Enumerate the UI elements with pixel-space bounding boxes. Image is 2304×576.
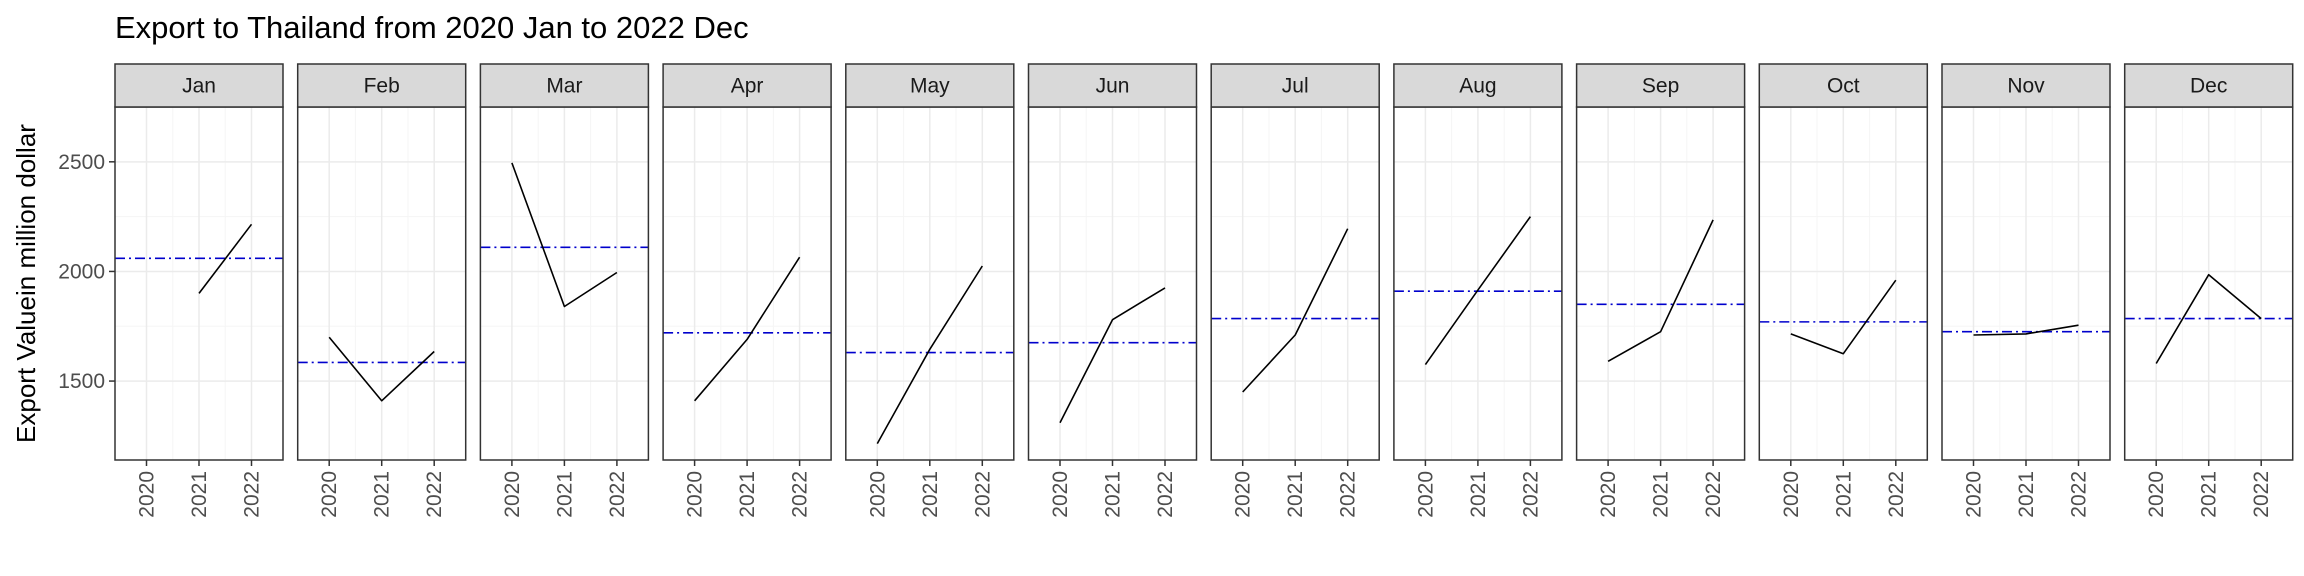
series-line (511, 162, 618, 308)
series-line (693, 256, 801, 402)
x-tick-label: 2022 (789, 471, 812, 518)
x-tick-label: 2020 (684, 471, 707, 518)
x-tick-label: 2022 (423, 471, 446, 518)
x-tick-label: 2020 (136, 471, 159, 518)
facet-panel-mar: Mar 2020 2021 2022 (479, 63, 650, 518)
x-tick-label: 2021 (188, 471, 211, 518)
y-tick-label: 1500 (58, 370, 105, 393)
facet-panel-oct: Oct 2020 2021 2022 (1758, 63, 1929, 518)
x-tick-label: 2020 (501, 471, 524, 518)
facet-strip (662, 63, 832, 108)
x-tick-label: 2021 (1467, 471, 1490, 518)
x-tick-label: 2021 (2198, 471, 2221, 518)
facet-strip-label: Feb (364, 75, 400, 98)
facet-strip-label: Sep (1642, 75, 1679, 98)
facet-panel-feb: Feb 2020 2021 2022 (296, 63, 467, 518)
x-tick-label: 2020 (318, 471, 341, 518)
series-line (1424, 216, 1532, 366)
series-line (1607, 219, 1714, 362)
x-tick-label: 2022 (1337, 471, 1360, 518)
series-line (1059, 287, 1166, 424)
facet-panel-nov: Nov 2020 2021 2022 (1941, 63, 2111, 518)
x-tick-label: 2020 (866, 471, 889, 518)
facet-panel-jan: Jan 2020 2021 2022 (114, 63, 284, 518)
facet-strip-label: Jan (182, 75, 216, 98)
x-tick-label: 2021 (1650, 471, 1673, 518)
facet-panel-jun: Jun 2020 2021 2022 (1027, 63, 1198, 518)
series-line (1973, 324, 2079, 336)
x-tick-label: 2021 (919, 471, 942, 518)
facet-panel-sep: Sep 2020 2021 2022 (1575, 63, 1746, 518)
x-tick-label: 2020 (1597, 471, 1620, 518)
x-tick-label: 2021 (553, 471, 576, 518)
facet-panel-jul: Jul 2020 2021 2022 (1210, 63, 1380, 518)
x-tick-label: 2021 (736, 471, 759, 518)
x-tick-label: 2022 (1519, 471, 1542, 518)
x-tick-label: 2022 (606, 471, 629, 518)
facet-strip-label: Dec (2190, 75, 2227, 98)
series-line (198, 223, 253, 294)
x-tick-label: 2021 (371, 471, 394, 518)
facet-panel-apr: Apr 2020 2021 2022 (662, 63, 832, 518)
x-tick-label: 2022 (1702, 471, 1725, 518)
x-tick-label: 2021 (2015, 471, 2038, 518)
x-tick-label: 2022 (971, 471, 994, 518)
x-tick-label: 2020 (1414, 471, 1437, 518)
facet-strip (2123, 63, 2294, 108)
facet-strip (1575, 63, 1746, 108)
facet-strip (114, 63, 284, 108)
x-tick-label: 2022 (2250, 471, 2273, 518)
facet-strip-label: Apr (731, 75, 764, 98)
x-tick-label: 2022 (1154, 471, 1177, 518)
facet-strip-label: Jul (1282, 75, 1309, 98)
facet-strip (296, 63, 467, 108)
facet-strip-label: Oct (1827, 75, 1860, 98)
y-tick-label: 2500 (58, 151, 105, 174)
series-line (876, 265, 983, 444)
x-tick-label: 2021 (1284, 471, 1307, 518)
y-tick-label: 2000 (58, 260, 105, 283)
x-tick-label: 2021 (1832, 471, 1855, 518)
series-line (1790, 279, 1897, 355)
chart-title: Export to Thailand from 2020 Jan to 2022… (115, 10, 749, 45)
x-tick-label: 2020 (1780, 471, 1803, 518)
y-axis-title: Export Valuein million dollar (11, 124, 41, 443)
x-tick-label: 2022 (1885, 471, 1908, 518)
facet-panel-may: May 2020 2021 2022 (845, 63, 1015, 518)
series-line (1242, 228, 1349, 393)
series-line (2155, 273, 2262, 364)
facet-panel-aug: Aug 2020 2021 2022 (1393, 63, 1563, 518)
facet-strip-label: Mar (546, 75, 582, 98)
x-tick-label: 2020 (1963, 471, 1986, 518)
facet-panel-dec: Dec 2020 2021 2022 (2123, 63, 2294, 518)
x-tick-label: 2020 (2145, 471, 2168, 518)
facet-strip (1941, 63, 2111, 108)
facet-strip-label: May (910, 75, 950, 98)
x-tick-label: 2021 (1102, 471, 1125, 518)
x-tick-label: 2020 (1232, 471, 1255, 518)
series-line (328, 336, 435, 402)
facet-strip (1210, 63, 1380, 108)
x-tick-label: 2022 (241, 471, 264, 518)
facet-strip (1393, 63, 1563, 108)
facet-strip (479, 63, 650, 108)
facet-strip-label: Aug (1459, 75, 1496, 98)
facet-strip (845, 63, 1015, 108)
facet-strip-label: Nov (2007, 75, 2045, 98)
facet-strip-label: Jun (1096, 75, 1130, 98)
facet-strip (1758, 63, 1929, 108)
x-tick-label: 2022 (2068, 471, 2091, 518)
x-tick-label: 2020 (1049, 471, 1072, 518)
facet-strip (1027, 63, 1198, 108)
